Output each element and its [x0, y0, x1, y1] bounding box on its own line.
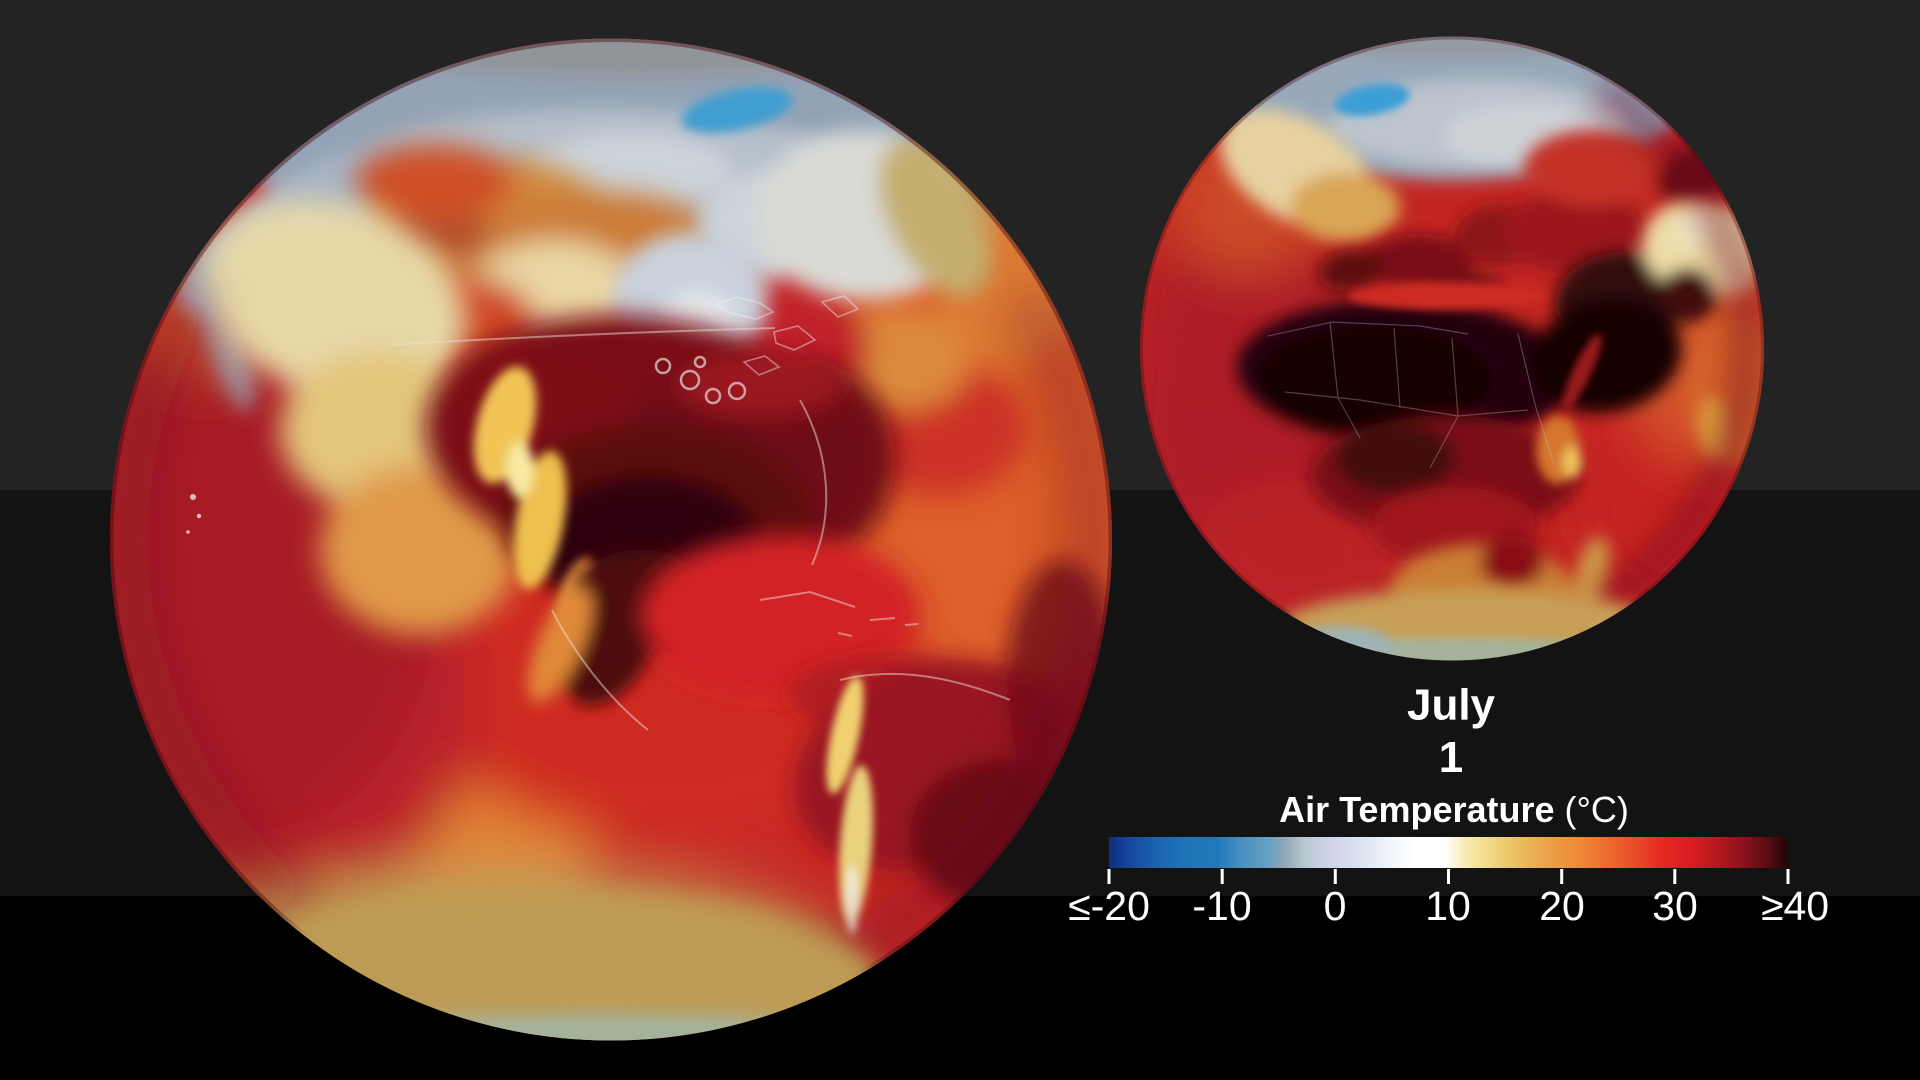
svg-text:-10: -10	[1192, 883, 1251, 929]
svg-text:1: 1	[1439, 733, 1463, 782]
svg-text:30: 30	[1652, 883, 1698, 929]
svg-text:≥40: ≥40	[1761, 883, 1829, 929]
svg-text:0: 0	[1324, 883, 1347, 929]
svg-text:July: July	[1407, 681, 1496, 730]
svg-text:Air Temperature (°C): Air Temperature (°C)	[1279, 789, 1629, 830]
svg-text:20: 20	[1539, 883, 1585, 929]
svg-text:10: 10	[1425, 883, 1471, 929]
svg-text:≤-20: ≤-20	[1068, 883, 1150, 929]
